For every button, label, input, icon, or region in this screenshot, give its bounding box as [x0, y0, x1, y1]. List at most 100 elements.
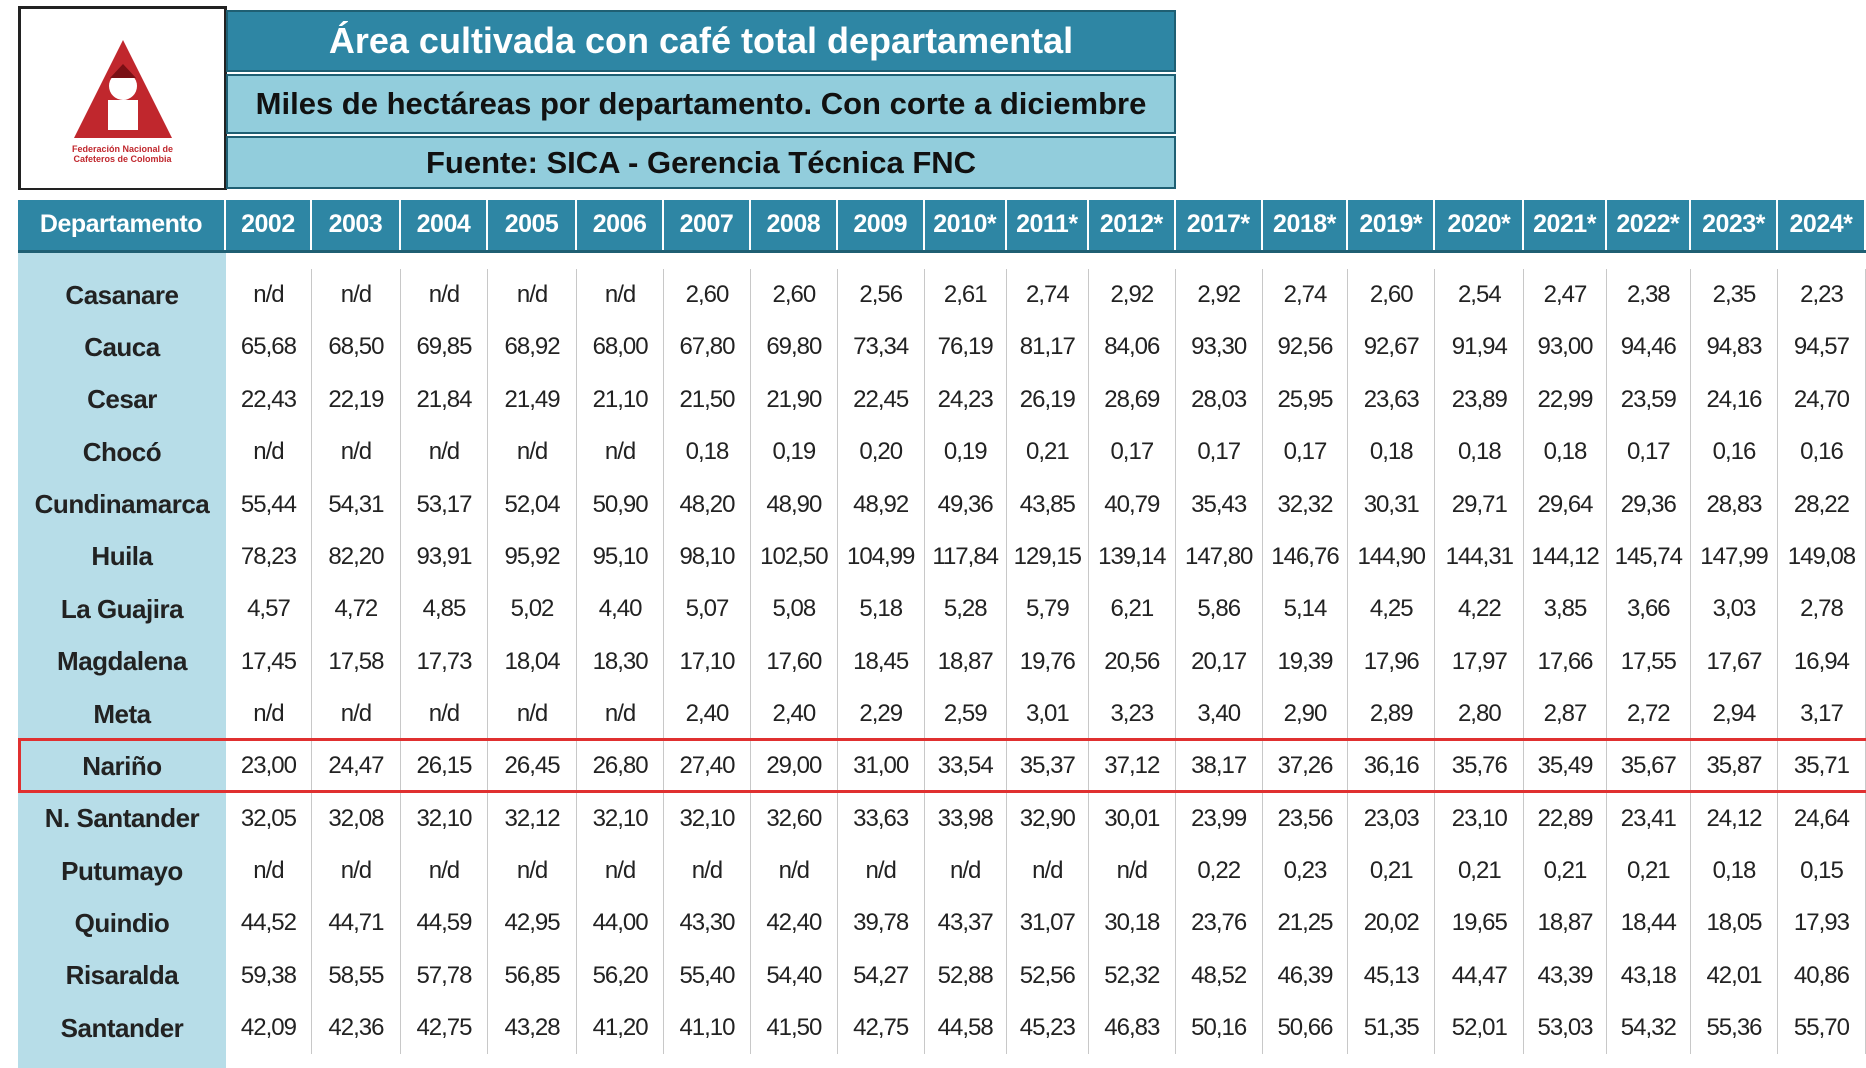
data-cell: 21,10: [577, 373, 665, 427]
data-cell: 32,90: [1007, 792, 1089, 845]
column-header: 2002: [226, 199, 312, 250]
data-cell: 18,45: [838, 635, 925, 688]
data-cell: 2,90: [1263, 687, 1349, 741]
data-cell: 22,89: [1524, 792, 1607, 845]
data-cell: 21,90: [751, 373, 838, 427]
data-cell: n/d: [226, 426, 312, 479]
data-cell: 2,89: [1348, 687, 1436, 741]
department-name: N. Santander: [17, 792, 227, 845]
data-cell: 94,57: [1778, 321, 1866, 374]
data-cell: 19,39: [1263, 635, 1349, 688]
department-name: Meta: [17, 687, 227, 741]
data-cell: 55,36: [1691, 1002, 1778, 1055]
data-cell: 42,01: [1691, 949, 1778, 1003]
column-header: 2012*: [1088, 199, 1176, 250]
data-cell: 0,21: [1524, 844, 1607, 898]
data-cell: 2,60: [751, 268, 838, 322]
data-cell: 2,38: [1607, 268, 1692, 322]
data-cell: 4,85: [401, 583, 488, 636]
data-cell: 4,72: [312, 583, 402, 636]
data-cell: 5,08: [751, 583, 838, 636]
data-cell: 18,87: [1524, 897, 1607, 950]
data-cell: 69,85: [401, 321, 488, 374]
department-name: Casanare: [17, 268, 227, 322]
data-cell: 92,67: [1348, 321, 1436, 374]
department-name: Quindio: [17, 897, 227, 950]
data-cell: n/d: [312, 268, 402, 322]
data-cell: 3,01: [1007, 687, 1089, 741]
data-cell: 44,58: [925, 1002, 1007, 1055]
data-cell: 2,56: [838, 268, 925, 322]
data-cell: 21,49: [488, 373, 578, 427]
data-cell: 4,22: [1435, 583, 1525, 636]
data-cell: 0,17: [1263, 426, 1349, 479]
data-cell: 0,22: [1176, 844, 1263, 898]
data-cell: 2,72: [1607, 687, 1692, 741]
data-cell: 3,66: [1607, 583, 1692, 636]
data-cell: 93,00: [1524, 321, 1607, 374]
data-cell: n/d: [226, 268, 312, 322]
logo-icon: [73, 39, 172, 138]
logo-text: Federación Nacional de Cafeteros de Colo…: [72, 144, 173, 164]
data-cell: 2,87: [1524, 687, 1607, 741]
data-cell: 2,94: [1691, 687, 1778, 741]
data-cell: 41,10: [664, 1002, 751, 1055]
data-cell: 0,18: [1435, 426, 1525, 479]
department-name: Cesar: [17, 373, 227, 427]
data-cell: 0,18: [1524, 426, 1607, 479]
data-cell: 94,46: [1607, 321, 1692, 374]
data-cell: 53,03: [1524, 1002, 1607, 1055]
data-cell: 98,10: [664, 530, 751, 584]
data-cell: 0,18: [664, 426, 751, 479]
data-cell: 45,13: [1348, 949, 1436, 1003]
column-header: 2008: [750, 199, 838, 250]
data-cell: 28,22: [1778, 478, 1866, 531]
data-cell: 40,79: [1089, 478, 1176, 531]
data-cell: 0,19: [925, 426, 1007, 479]
data-cell: 18,44: [1607, 897, 1692, 950]
data-cell: n/d: [401, 268, 488, 322]
data-cell: 28,03: [1176, 373, 1263, 427]
title-band: Área cultivada con café total departamen…: [226, 10, 1176, 72]
data-cell: n/d: [488, 844, 578, 898]
data-cell: 139,14: [1089, 530, 1176, 584]
data-cell: 24,16: [1691, 373, 1778, 427]
data-cell: 144,90: [1348, 530, 1436, 584]
data-cell: 2,74: [1007, 268, 1089, 322]
data-cell: 35,76: [1435, 740, 1525, 793]
data-cell: 32,60: [751, 792, 838, 845]
data-cell: 149,08: [1778, 530, 1866, 584]
data-cell: 50,90: [577, 478, 665, 531]
data-cell: 17,66: [1524, 635, 1607, 688]
data-cell: 44,52: [226, 897, 312, 950]
data-cell: 27,40: [664, 740, 751, 793]
data-cell: n/d: [401, 426, 488, 479]
data-cell: n/d: [925, 844, 1007, 898]
data-cell: 24,70: [1778, 373, 1866, 427]
data-cell: 2,59: [925, 687, 1007, 741]
data-cell: 94,83: [1691, 321, 1778, 374]
data-cell: 39,78: [838, 897, 925, 950]
data-cell: n/d: [488, 687, 578, 741]
data-cell: 31,07: [1007, 897, 1089, 950]
column-header: Departamento: [17, 199, 227, 250]
data-cell: 21,25: [1263, 897, 1349, 950]
data-cell: n/d: [312, 844, 402, 898]
data-cell: 82,20: [312, 530, 402, 584]
data-cell: 117,84: [925, 530, 1007, 584]
data-cell: 37,12: [1089, 740, 1176, 793]
data-cell: 17,97: [1435, 635, 1525, 688]
data-cell: 54,40: [751, 949, 838, 1003]
data-cell: 21,84: [401, 373, 488, 427]
data-cell: 55,44: [226, 478, 312, 531]
data-cell: 81,17: [1007, 321, 1089, 374]
data-cell: 2,40: [664, 687, 751, 741]
data-cell: n/d: [664, 844, 751, 898]
column-header: 2005: [487, 199, 578, 250]
data-cell: 26,19: [1007, 373, 1089, 427]
data-cell: 52,56: [1007, 949, 1089, 1003]
column-header: 2003: [311, 199, 402, 250]
data-cell: 42,36: [312, 1002, 402, 1055]
data-cell: 42,40: [751, 897, 838, 950]
department-name: Putumayo: [17, 844, 227, 898]
